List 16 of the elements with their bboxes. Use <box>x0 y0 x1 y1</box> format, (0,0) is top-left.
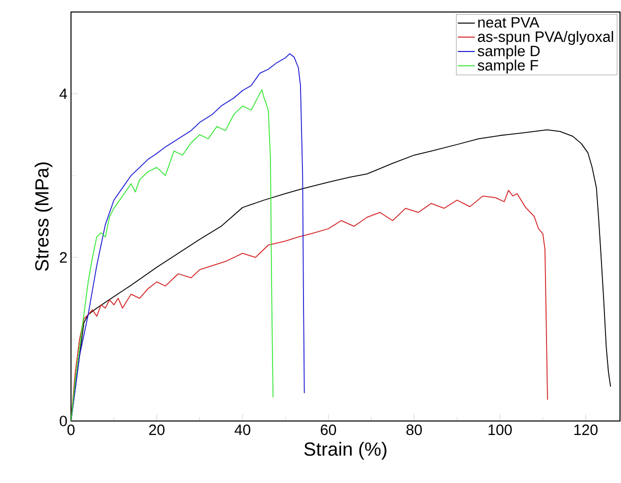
x-tick-label: 60 <box>320 424 336 436</box>
legend-label: as-spun PVA/glyoxal <box>478 30 614 45</box>
legend-label: sample F <box>478 60 538 74</box>
y-axis-title: Stress (MPa) <box>34 162 52 271</box>
x-tick-label: 100 <box>488 424 512 436</box>
legend-label: neat PVA <box>478 17 540 28</box>
x-tick-label: 80 <box>406 424 422 436</box>
x-tick-label: 0 <box>67 424 75 436</box>
y-tick-label: 4 <box>60 88 68 99</box>
x-tick-label: 120 <box>574 424 598 436</box>
x-axis-title: Strain (%) <box>304 442 386 460</box>
x-tick-label: 40 <box>234 424 250 436</box>
legend-label: sample D <box>478 45 540 60</box>
y-tick-label: 2 <box>60 252 67 263</box>
y-tick-label: 0 <box>60 416 67 426</box>
x-tick-label: 20 <box>149 424 165 436</box>
